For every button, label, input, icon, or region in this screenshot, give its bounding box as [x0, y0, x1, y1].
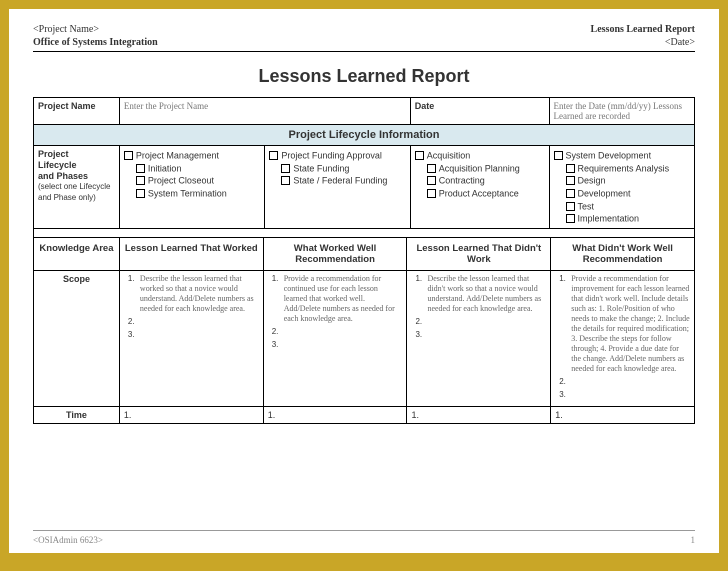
page-header: <Project Name> Office of Systems Integra…: [33, 23, 695, 49]
checkbox[interactable]: [566, 202, 575, 211]
knowledge-table: Knowledge Area Lesson Learned That Worke…: [33, 237, 695, 424]
list-item: Provide a recommendation for improvement…: [571, 274, 690, 374]
checkbox[interactable]: [136, 176, 145, 185]
header-office: Office of Systems Integration: [33, 36, 158, 49]
list-item: Provide a recommendation for continued u…: [284, 274, 403, 324]
lifecycle-section-header: Project Lifecycle Information: [34, 125, 695, 146]
kh-area: Knowledge Area: [34, 238, 120, 271]
footer-rule: [33, 530, 695, 531]
date-field[interactable]: Enter the Date (mm/dd/yy) Lessons Learne…: [549, 98, 694, 125]
checkbox-label: State / Federal Funding: [293, 176, 387, 186]
kh-worked: Lesson Learned That Worked: [119, 238, 263, 271]
phases-col3: Acquisition Acquisition Planning Contrac…: [410, 146, 549, 229]
phases-row: Project Lifecycle and Phases (select one…: [34, 146, 695, 229]
checkbox-label: Product Acceptance: [439, 189, 519, 199]
checkbox-label: System Development: [566, 151, 652, 161]
footer-left: <OSIAdmin 6623>: [33, 535, 103, 545]
document-page: <Project Name> Office of Systems Integra…: [9, 9, 719, 553]
time-cell-3[interactable]: 1.: [407, 407, 551, 424]
checkbox-label: System Termination: [148, 189, 227, 199]
checkbox[interactable]: [566, 176, 575, 185]
time-row: Time 1. 1. 1. 1.: [34, 407, 695, 424]
phases-label-2: Lifecycle: [38, 160, 77, 170]
checkbox[interactable]: [136, 189, 145, 198]
scope-col1[interactable]: 1.Describe the lesson learned that worke…: [119, 271, 263, 407]
header-project-name: <Project Name>: [33, 23, 158, 36]
kh-didnt: Lesson Learned That Didn't Work: [407, 238, 551, 271]
time-cell-1[interactable]: 1.: [119, 407, 263, 424]
project-name-label: Project Name: [34, 98, 120, 125]
main-table: Project Name Enter the Project Name Date…: [33, 97, 695, 238]
checkbox[interactable]: [124, 151, 133, 160]
header-rule: [33, 51, 695, 52]
phases-col4: System Development Requirements Analysis…: [549, 146, 694, 229]
phases-label-cell: Project Lifecycle and Phases (select one…: [34, 146, 120, 229]
time-label: Time: [34, 407, 120, 424]
checkbox-label: Design: [578, 176, 606, 186]
time-cell-4[interactable]: 1.: [551, 407, 695, 424]
checkbox[interactable]: [554, 151, 563, 160]
checkbox-label: Acquisition Planning: [439, 163, 520, 173]
project-name-row: Project Name Enter the Project Name Date…: [34, 98, 695, 125]
checkbox[interactable]: [566, 164, 575, 173]
knowledge-header-row: Knowledge Area Lesson Learned That Worke…: [34, 238, 695, 271]
checkbox-label: Contracting: [439, 176, 485, 186]
header-date: <Date>: [591, 36, 695, 49]
checkbox[interactable]: [427, 176, 436, 185]
scope-col3[interactable]: 1.Describe the lesson learned that didn'…: [407, 271, 551, 407]
document-title: Lessons Learned Report: [33, 66, 695, 87]
checkbox[interactable]: [566, 214, 575, 223]
list-item: Describe the lesson learned that worked …: [140, 274, 259, 314]
checkbox[interactable]: [415, 151, 424, 160]
time-cell-2[interactable]: 1.: [263, 407, 407, 424]
checkbox[interactable]: [281, 164, 290, 173]
checkbox-label: State Funding: [293, 163, 349, 173]
checkbox-label: Acquisition: [427, 151, 471, 161]
footer-page-number: 1: [691, 535, 696, 545]
kh-didnt-rec: What Didn't Work Well Recommendation: [551, 238, 695, 271]
checkbox[interactable]: [427, 164, 436, 173]
checkbox[interactable]: [281, 176, 290, 185]
checkbox[interactable]: [566, 189, 575, 198]
page-footer: <OSIAdmin 6623> 1: [33, 535, 695, 545]
checkbox-label: Project Closeout: [148, 176, 214, 186]
checkbox[interactable]: [269, 151, 278, 160]
phases-col2: Project Funding Approval State Funding S…: [265, 146, 410, 229]
header-report-title: Lessons Learned Report: [591, 23, 695, 36]
checkbox-label: Project Funding Approval: [281, 151, 382, 161]
phases-label-sub: (select one Lifecycle and Phase only): [38, 182, 110, 202]
checkbox[interactable]: [427, 189, 436, 198]
scope-label: Scope: [34, 271, 120, 407]
scope-col2[interactable]: 1.Provide a recommendation for continued…: [263, 271, 407, 407]
checkbox[interactable]: [136, 164, 145, 173]
date-label: Date: [410, 98, 549, 125]
checkbox-label: Test: [578, 201, 595, 211]
phases-label-1: Project: [38, 149, 69, 159]
checkbox-label: Project Management: [136, 151, 219, 161]
phases-label-3: and Phases: [38, 171, 88, 181]
phases-col1: Project Management Initiation Project Cl…: [119, 146, 264, 229]
kh-worked-rec: What Worked Well Recommendation: [263, 238, 407, 271]
checkbox-label: Development: [578, 189, 631, 199]
project-name-field[interactable]: Enter the Project Name: [119, 98, 410, 125]
checkbox-label: Implementation: [578, 214, 640, 224]
list-item: Describe the lesson learned that didn't …: [427, 274, 546, 314]
checkbox-label: Initiation: [148, 163, 182, 173]
checkbox-label: Requirements Analysis: [578, 163, 670, 173]
scope-col4[interactable]: 1.Provide a recommendation for improveme…: [551, 271, 695, 407]
scope-row: Scope 1.Describe the lesson learned that…: [34, 271, 695, 407]
